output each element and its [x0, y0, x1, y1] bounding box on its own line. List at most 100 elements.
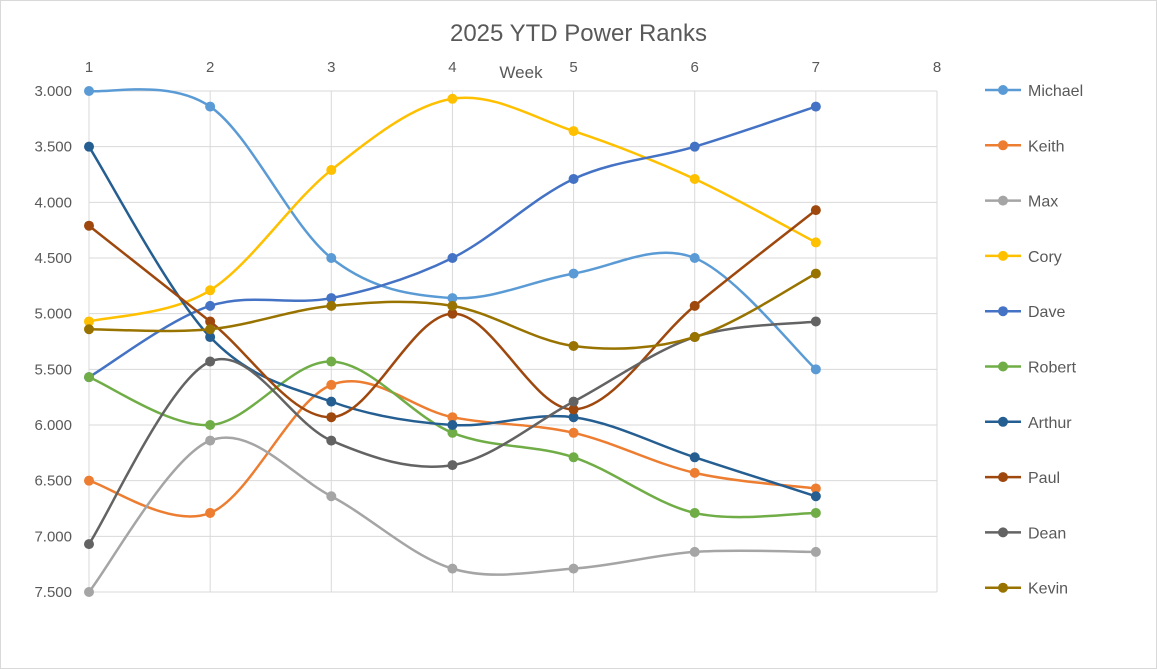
- data-point-dean: [447, 460, 458, 471]
- series-dave: [84, 101, 821, 383]
- data-point-michael: [326, 253, 337, 263]
- y-tick-label: 6.500: [34, 473, 72, 490]
- legend-label: Arthur: [1028, 415, 1072, 432]
- data-point-arthur: [810, 491, 821, 502]
- x-tick-label: 8: [933, 59, 941, 76]
- data-point-paul: [447, 308, 458, 319]
- data-point-max: [205, 435, 216, 446]
- legend-label: Kevin: [1028, 581, 1068, 598]
- legend-swatch-marker: [998, 527, 1008, 538]
- legend-swatch-marker: [998, 361, 1008, 372]
- series-keith: [84, 379, 821, 518]
- data-point-cory: [568, 126, 579, 137]
- legend-label: Michael: [1028, 83, 1083, 100]
- data-point-kevin: [205, 324, 216, 335]
- data-point-michael: [447, 293, 458, 304]
- data-point-robert: [810, 507, 821, 518]
- data-point-paul: [568, 404, 579, 415]
- data-point-max: [84, 587, 94, 597]
- data-point-paul: [326, 412, 337, 423]
- legend-item-michael: Michael: [985, 83, 1083, 100]
- y-tick-label: 7.500: [34, 584, 72, 601]
- data-point-keith: [84, 475, 94, 486]
- x-tick-label: 2: [206, 59, 214, 76]
- x-tick-label: 5: [569, 59, 577, 76]
- series-paul: [84, 205, 821, 423]
- data-point-keith: [447, 412, 458, 423]
- data-point-cory: [689, 173, 700, 184]
- x-tick-label: 6: [691, 59, 699, 76]
- x-tick-label: 7: [812, 59, 820, 76]
- data-point-robert: [84, 372, 94, 383]
- series-michael: [84, 86, 821, 375]
- series-robert: [84, 356, 821, 519]
- data-point-michael: [568, 268, 579, 279]
- legend-item-dean: Dean: [985, 525, 1066, 542]
- x-tick-label: 1: [85, 59, 93, 76]
- data-point-keith: [689, 467, 700, 478]
- y-tick-label: 5.000: [34, 306, 72, 323]
- chart-title: 2025 YTD Power Ranks: [449, 20, 707, 47]
- data-point-max: [810, 546, 821, 557]
- data-point-max: [689, 546, 700, 557]
- legend-swatch-marker: [998, 140, 1008, 151]
- data-point-kevin: [326, 300, 337, 311]
- data-point-dean: [568, 396, 579, 407]
- data-point-cory: [447, 93, 458, 104]
- data-point-arthur: [447, 420, 458, 430]
- data-point-dave: [810, 101, 821, 112]
- legend-label: Max: [1028, 194, 1058, 211]
- series-group: [84, 86, 821, 597]
- legend-swatch-marker: [998, 195, 1008, 206]
- data-point-arthur: [326, 396, 337, 407]
- y-tick-label: 3.000: [34, 83, 72, 100]
- legend-swatch-marker: [998, 250, 1008, 261]
- x-axis-title: Week: [499, 63, 543, 82]
- legend-label: Paul: [1028, 470, 1060, 487]
- data-point-michael: [810, 364, 821, 375]
- data-point-kevin: [689, 332, 700, 343]
- series-cory: [84, 93, 821, 327]
- data-point-dave: [447, 253, 458, 263]
- data-point-arthur: [689, 452, 700, 463]
- data-point-max: [568, 563, 579, 574]
- legend-item-arthur: Arthur: [985, 415, 1072, 432]
- series-arthur: [84, 141, 821, 502]
- legend-item-dave: Dave: [985, 304, 1065, 321]
- data-point-paul: [689, 300, 700, 311]
- y-tick-label: 3.500: [34, 139, 72, 156]
- data-point-robert: [326, 356, 337, 367]
- legend-label: Keith: [1028, 138, 1064, 155]
- data-point-michael: [84, 86, 94, 96]
- y-tick-label: 7.000: [34, 528, 72, 545]
- legend-item-kevin: Kevin: [985, 581, 1068, 598]
- legend-swatch-marker: [998, 472, 1008, 483]
- data-point-dave: [568, 173, 579, 184]
- data-point-dean: [84, 539, 94, 550]
- data-point-kevin: [447, 300, 458, 311]
- data-point-dean: [810, 316, 821, 327]
- data-point-arthur: [84, 141, 94, 152]
- data-point-paul: [205, 316, 216, 327]
- x-axis-ticks: 1 2 3 4 5 6 7 8: [85, 59, 941, 76]
- data-point-paul: [84, 220, 94, 231]
- data-point-arthur: [205, 332, 216, 343]
- data-point-keith: [326, 379, 337, 390]
- data-point-max: [447, 563, 458, 574]
- data-point-keith: [810, 483, 821, 494]
- legend-label: Dean: [1028, 525, 1066, 542]
- data-point-max: [326, 491, 337, 502]
- data-point-arthur: [568, 412, 579, 423]
- data-point-dave: [689, 141, 700, 152]
- y-tick-label: 4.500: [34, 250, 72, 267]
- data-point-cory: [205, 285, 216, 296]
- data-point-dean: [205, 356, 216, 367]
- legend-swatch-marker: [998, 306, 1008, 317]
- legend-item-keith: Keith: [985, 138, 1064, 155]
- y-tick-label: 6.000: [34, 417, 72, 434]
- y-tick-label: 4.000: [34, 194, 72, 211]
- data-point-kevin: [84, 324, 94, 335]
- series-kevin: [84, 268, 821, 351]
- data-point-kevin: [810, 268, 821, 279]
